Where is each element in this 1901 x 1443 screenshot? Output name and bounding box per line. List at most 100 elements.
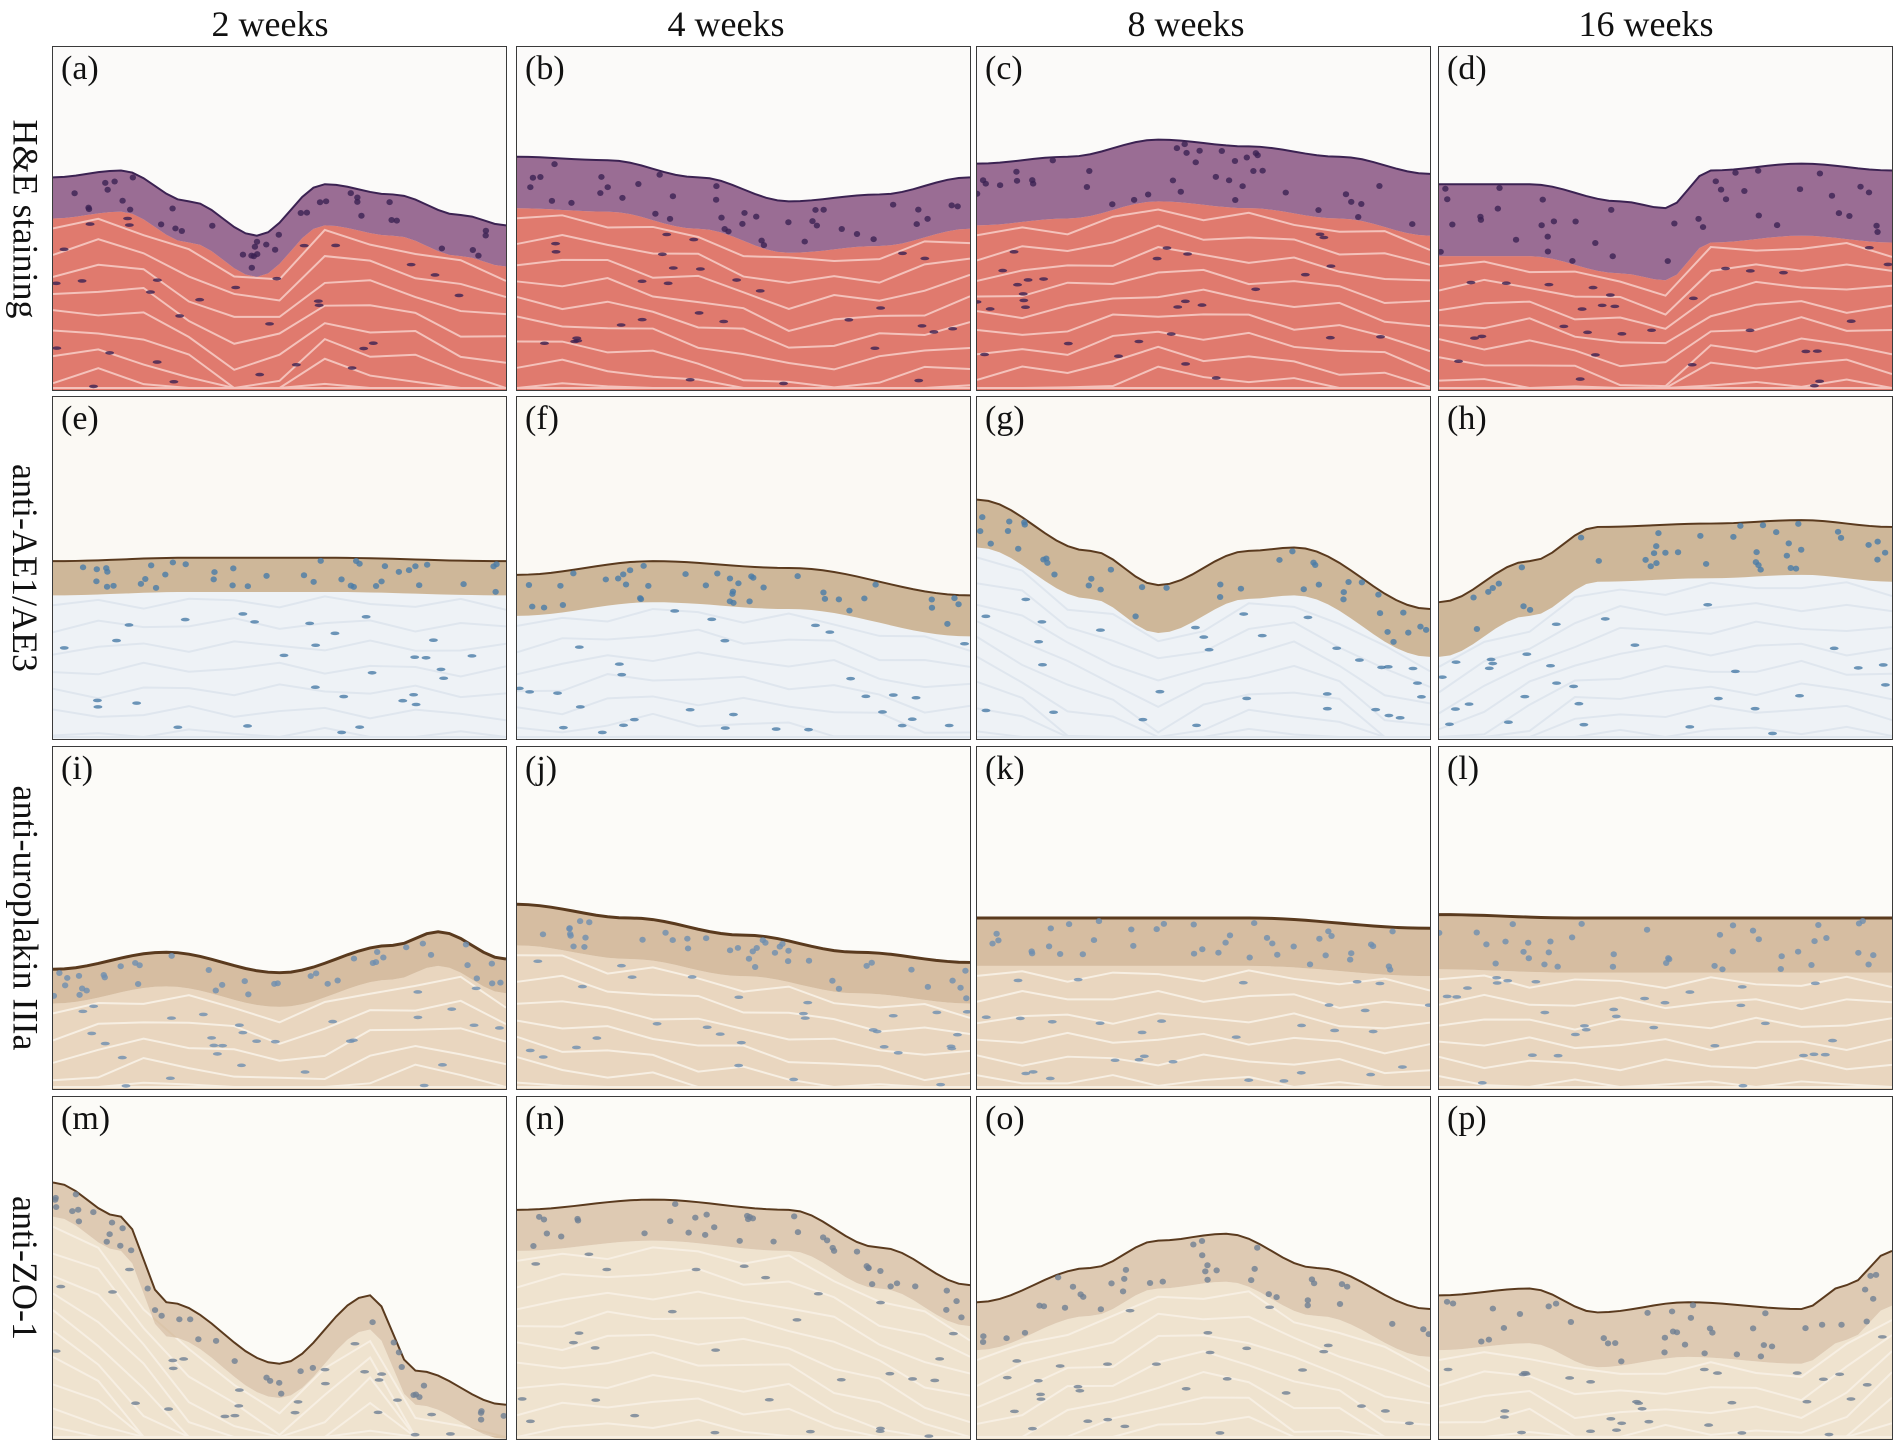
cell-nucleus (1857, 183, 1864, 190)
cell-nucleus (482, 232, 489, 239)
cell-nucleus (893, 1051, 903, 1055)
cell-nucleus (928, 596, 935, 603)
epithelial-surface (977, 916, 1430, 930)
cell-nucleus (1274, 951, 1281, 958)
cell-nucleus (924, 1434, 934, 1438)
cell-nucleus (576, 918, 584, 925)
cell-nucleus (953, 1298, 960, 1305)
cell-nucleus (1442, 994, 1452, 999)
cell-nucleus (907, 717, 917, 722)
cell-nucleus (1704, 1423, 1714, 1427)
cell-nucleus (739, 220, 746, 227)
cell-nucleus (438, 245, 446, 252)
cell-nucleus (897, 723, 907, 728)
cell-nucleus (166, 1016, 176, 1020)
cell-nucleus (1688, 296, 1698, 301)
cell-nucleus (1263, 934, 1271, 941)
cell-nucleus (1881, 549, 1889, 556)
cell-nucleus (158, 1312, 165, 1319)
cell-nucleus (1544, 233, 1551, 240)
cell-nucleus (527, 184, 534, 191)
cell-nucleus (1047, 925, 1054, 932)
stroma-region (1439, 574, 1892, 739)
column-header-8-weeks: 8 weeks (1127, 4, 1245, 44)
cell-nucleus (725, 228, 732, 235)
epithelial-surface (53, 1181, 506, 1406)
cell-nucleus (1568, 934, 1576, 941)
cell-nucleus (870, 236, 877, 243)
cell-nucleus (1503, 978, 1513, 983)
cell-nucleus (1108, 1280, 1115, 1287)
cell-nucleus (1749, 927, 1757, 934)
cell-nucleus (835, 985, 843, 992)
cell-nucleus (581, 943, 588, 950)
micrograph-panel-g: (g) (976, 396, 1431, 740)
cell-nucleus (106, 1231, 113, 1238)
cell-nucleus (361, 615, 371, 619)
cell-nucleus (1610, 951, 1617, 958)
cell-nucleus (1107, 566, 1115, 573)
epithelial-surface (53, 556, 506, 563)
cell-nucleus (1609, 1007, 1619, 1012)
cell-nucleus (798, 1011, 808, 1016)
panel-label: (h) (1447, 400, 1487, 437)
cell-nucleus (1409, 221, 1416, 228)
micrograph-panel-f: (f) (516, 396, 971, 740)
cell-nucleus (395, 568, 403, 575)
cell-nucleus (300, 1070, 310, 1074)
cell-nucleus (1494, 205, 1502, 212)
cell-nucleus (1069, 1283, 1077, 1290)
cell-nucleus (812, 206, 819, 213)
cell-nucleus (254, 251, 261, 258)
stroma-fibre (1439, 1334, 1892, 1402)
cell-nucleus (69, 1208, 76, 1215)
cell-nucleus (406, 262, 416, 267)
cell-nucleus (1488, 661, 1498, 666)
cell-nucleus (963, 995, 970, 1002)
cell-nucleus (529, 603, 536, 610)
cell-nucleus (1376, 335, 1385, 339)
cell-nucleus (1500, 1409, 1510, 1413)
cell-nucleus (164, 1407, 174, 1411)
cell-nucleus (663, 281, 673, 286)
cell-nucleus (490, 563, 497, 570)
cell-nucleus (238, 612, 248, 616)
cell-nucleus (1650, 550, 1658, 557)
cell-nucleus (1169, 177, 1177, 184)
cell-nucleus (1384, 628, 1391, 635)
cell-nucleus (1540, 1010, 1550, 1015)
cell-nucleus (352, 558, 360, 565)
stroma-fibre (53, 1225, 506, 1438)
cell-nucleus (602, 1267, 612, 1272)
cell-nucleus (1567, 1319, 1575, 1325)
stroma-fibre (977, 1350, 1430, 1426)
cell-nucleus (711, 1224, 718, 1231)
cell-nucleus (238, 1030, 248, 1035)
cell-nucleus (1473, 626, 1481, 633)
cell-nucleus (1661, 1334, 1669, 1341)
stroma-fibre (1439, 659, 1892, 739)
cell-nucleus (684, 935, 691, 942)
cell-nucleus (981, 1015, 991, 1020)
cell-nucleus (355, 725, 365, 729)
cell-nucleus (584, 1252, 594, 1257)
cell-nucleus (825, 630, 835, 634)
cell-nucleus (1462, 986, 1472, 990)
stroma-fibre (517, 214, 970, 262)
cell-nucleus (829, 977, 836, 984)
cell-nucleus (119, 1225, 126, 1232)
cell-nucleus (1439, 248, 1444, 255)
cell-nucleus (1798, 546, 1805, 553)
cell-nucleus (398, 698, 408, 703)
cell-nucleus (93, 566, 100, 573)
cell-nucleus (300, 572, 308, 579)
cell-nucleus (92, 698, 102, 703)
cell-nucleus (438, 1063, 447, 1067)
cell-nucleus (1315, 581, 1323, 588)
cell-nucleus (497, 979, 504, 986)
cell-nucleus (124, 623, 134, 627)
cell-nucleus (1404, 1421, 1414, 1426)
cell-nucleus (1151, 1362, 1161, 1366)
cell-nucleus (123, 216, 133, 221)
cell-nucleus (1815, 379, 1825, 384)
